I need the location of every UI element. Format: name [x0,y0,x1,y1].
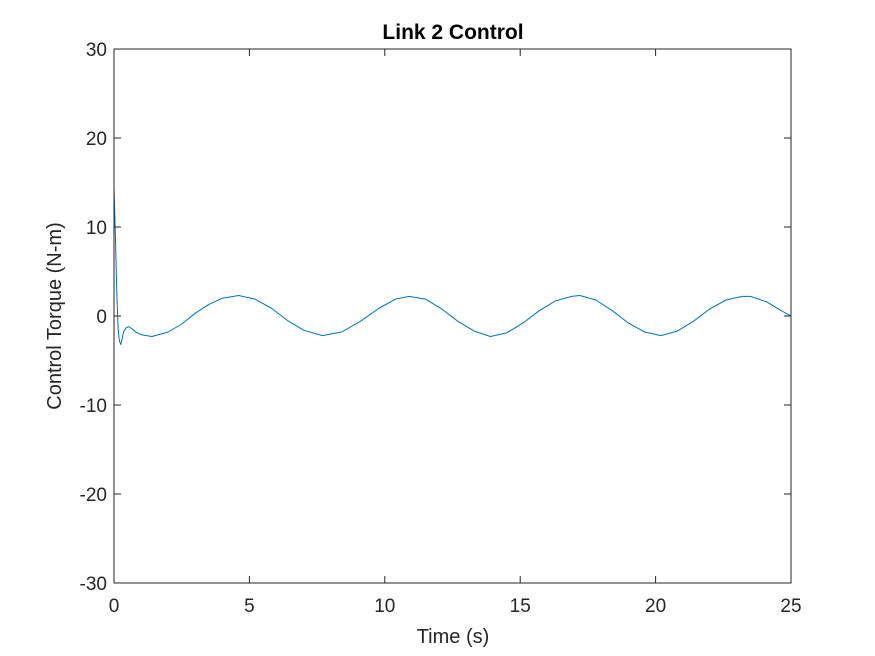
series-line-0 [113,186,792,345]
y-tick-label: -20 [80,485,107,506]
y-tick-label: 20 [86,129,107,150]
x-tick-label: 5 [244,596,255,617]
y-axis-label: Control Torque (N-m) [44,222,66,409]
x-tick-label: 0 [109,596,120,617]
x-tick-label: 15 [510,596,531,617]
y-tick-label: 30 [86,40,107,61]
y-axis: -30 -20 -10 0 10 20 30 [80,40,791,595]
x-tick-label: 20 [645,596,666,617]
x-tick-label: 10 [374,596,395,617]
chart-title: Link 2 Control [382,21,523,44]
plot-series [113,186,792,345]
x-axis: 0 5 10 15 20 25 [109,49,802,617]
x-axis-label: Time (s) [417,626,490,648]
y-tick-label: 0 [96,307,107,328]
y-tick-label: -10 [80,396,107,417]
y-tick-label: -30 [80,574,107,595]
y-tick-label: 10 [86,218,107,239]
x-tick-label: 25 [780,596,801,617]
